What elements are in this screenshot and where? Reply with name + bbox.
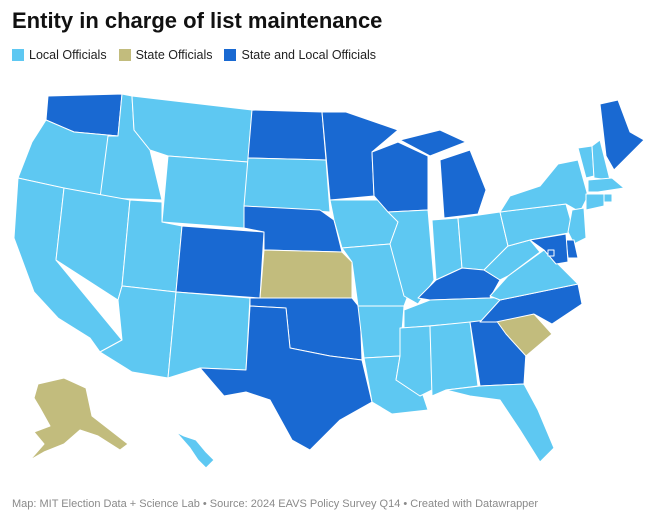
us-map — [13, 93, 645, 469]
state-CO[interactable] — [175, 225, 265, 299]
state-IL[interactable] — [387, 209, 435, 305]
state-AR[interactable] — [357, 305, 405, 359]
state-MI[interactable] — [439, 149, 487, 219]
state-AK[interactable] — [29, 377, 129, 461]
state-NY[interactable] — [499, 159, 589, 213]
state-NJ[interactable] — [567, 207, 587, 245]
legend-swatch-local — [12, 49, 24, 61]
legend-item-state: State Officials — [118, 48, 213, 62]
state-MA[interactable] — [587, 177, 625, 193]
state-AL[interactable] — [429, 321, 479, 397]
state-RI[interactable] — [603, 193, 613, 203]
state-SD[interactable] — [243, 157, 331, 213]
legend-swatch-state — [118, 49, 131, 61]
state-KS[interactable] — [259, 249, 353, 299]
map-footer: Map: MIT Election Data + Science Lab • S… — [12, 498, 539, 510]
state-MD[interactable] — [529, 233, 569, 265]
state-DC[interactable] — [547, 249, 555, 257]
state-ME[interactable] — [599, 99, 645, 171]
state-NC[interactable] — [479, 283, 583, 325]
state-FL[interactable] — [445, 383, 555, 463]
state-MI-up[interactable] — [399, 129, 467, 157]
state-CT[interactable] — [585, 193, 605, 211]
state-NM[interactable] — [167, 291, 251, 379]
legend-swatch-both — [224, 49, 237, 61]
state-HI[interactable] — [175, 431, 215, 469]
legend-item-local: Local Officials — [12, 48, 107, 62]
state-ND[interactable] — [247, 109, 327, 161]
state-TX[interactable] — [199, 305, 373, 451]
map-title: Entity in charge of list maintenance — [12, 8, 383, 33]
legend-label-local: Local Officials — [29, 48, 107, 62]
legend-item-both: State and Local Officials — [224, 48, 376, 62]
legend-label-state: State Officials — [135, 48, 213, 62]
state-WY[interactable] — [161, 155, 249, 229]
legend: Local Officials State Officials State an… — [12, 48, 376, 62]
legend-label-both: State and Local Officials — [241, 48, 377, 62]
state-WI[interactable] — [371, 141, 429, 213]
